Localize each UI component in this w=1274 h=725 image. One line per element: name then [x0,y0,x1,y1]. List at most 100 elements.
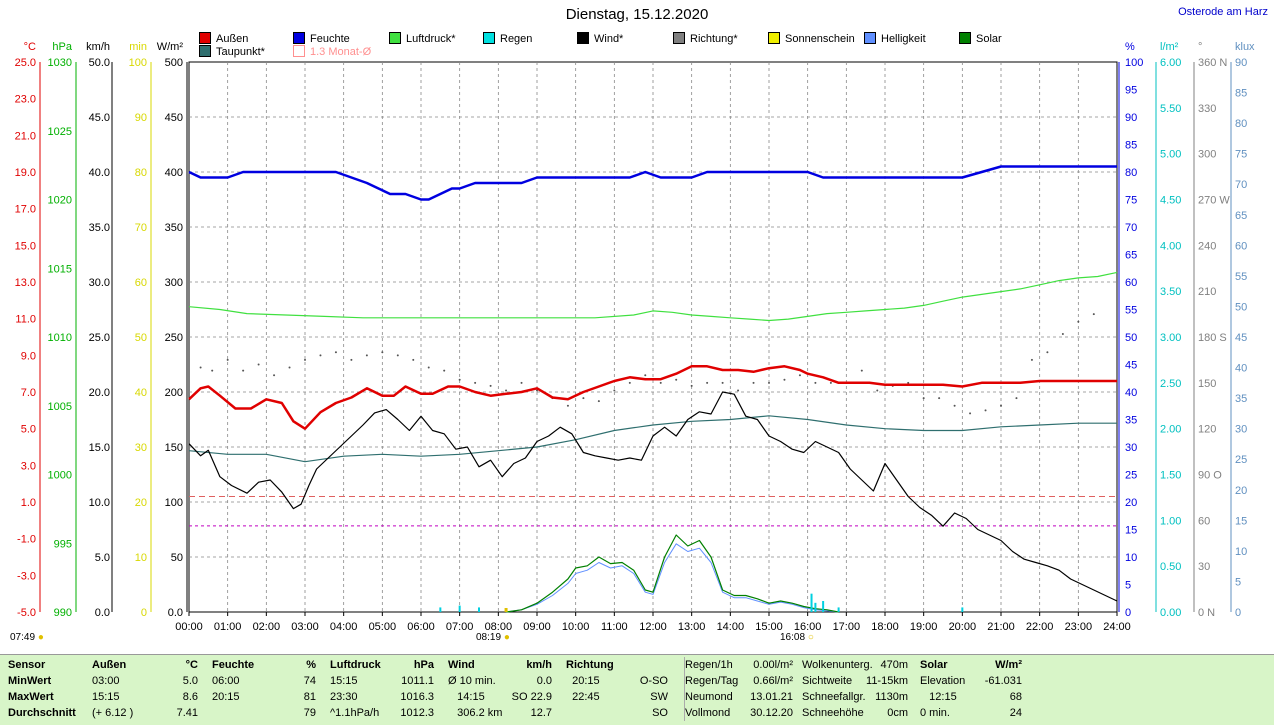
hpa-tick-label: 990 [54,607,72,619]
regen-1h-label: Regen/1h [685,659,733,671]
kmh-tick-label: 15.0 [89,442,110,454]
klux-tick-label: 25 [1235,454,1247,466]
pct-tick-label: 95 [1125,85,1137,97]
solar-avg-value: 24 [1009,707,1022,719]
wind-avg-value: 12.7 [530,707,552,719]
direction-dot [1046,351,1049,354]
direction-dot [922,397,925,400]
legend-swatch [864,32,876,44]
legend-swatch [959,32,971,44]
temp-tick-label: 15.0 [15,240,36,252]
temp-tick-label: 3.0 [21,460,36,472]
regen-tag-label: Regen/Tag [685,675,739,687]
x-tick-label: 03:00 [291,621,319,633]
legend-swatch [483,32,495,44]
direction-dot [273,374,276,377]
direction-dot [211,369,214,372]
pct-tick-label: 100 [1125,57,1143,69]
pct-tick-label: 0 [1125,607,1131,619]
location-link[interactable]: Osterode am Harz [1178,6,1268,18]
solar-unit: W/m² [995,659,1022,671]
x-tick-label: 01:00 [214,621,242,633]
legend-label: Solar [976,33,1002,45]
temp-tick-label: -1.0 [17,534,36,546]
stats-footer: Sensor MinWert MaxWert Durchschnitt Auße… [0,654,1274,725]
direction-dot [938,397,941,400]
temp-tick-label: 11.0 [15,314,36,326]
richtung-header: Richtung [566,659,614,671]
direction-dot [350,358,353,361]
x-tick-label: 24:00 [1103,621,1131,633]
kmh-tick-label: 35.0 [89,222,110,234]
direction-dot [876,389,879,392]
wm2-tick-label: 350 [165,222,183,234]
kmh-tick-label: 10.0 [89,497,110,509]
legend-item: Richtung* [673,32,738,45]
richtung-max-value: SW [650,691,668,703]
legend-label: 1.3 Monat-Ø [310,46,372,58]
lm2-tick-label: 6.00 [1160,57,1181,69]
deg-tick-label: 210 [1198,286,1216,298]
kmh-tick-label: 50.0 [89,57,110,69]
wm2-tick-label: 100 [165,497,183,509]
temp-tick-label: 21.0 [15,130,36,142]
x-tick-label: 21:00 [987,621,1015,633]
series-feuchte-line [188,165,1117,201]
direction-dot [829,381,832,384]
sichtweite-value: 11-15km [866,675,908,687]
deg-axis-title: ° [1198,41,1202,53]
pct-tick-label: 75 [1125,195,1137,207]
x-tick-label: 08:00 [485,621,513,633]
temp-tick-label: 25.0 [15,57,36,69]
lm2-tick-label: 3.00 [1160,332,1181,344]
hpa-tick-label: 1010 [48,332,72,344]
luftdruck-avg-value: 1012.3 [400,707,434,719]
elevation-value: -61.031 [984,675,1022,687]
direction-dot [396,354,399,357]
direction-dot [199,366,202,369]
footer-luftdruck-col: Luftdruck hPa 15:15 1011.1 23:30 1016.3 ^1.… [330,657,436,721]
wind-max-dir: SO [511,691,528,703]
deg-tick-label: 180 S [1198,332,1227,344]
klux-tick-label: 5 [1235,576,1241,588]
schneehoehe-label: Schneehöhe [802,707,864,719]
pct-tick-label: 85 [1125,140,1137,152]
legend-item: Sonnenschein [768,32,855,45]
footer-wind-col: Wind km/h Ø 10 min. 0.0 14:15 SO 22.9 306.2… [448,657,554,721]
legend-item: Regen [483,32,532,45]
direction-dot [907,381,910,384]
feuchte-unit: % [306,659,316,671]
neumond-value: 13.01.21 [750,691,793,703]
sunset-label: 16:08 ○ [780,632,814,643]
min-tick-label: 40 [135,387,147,399]
wind-min-note: Ø 10 min. [448,675,496,687]
pct-tick-label: 25 [1125,470,1137,482]
pct-tick-label: 40 [1125,387,1137,399]
wm2-tick-label: 50 [171,552,183,564]
series-taupunkt-line [188,415,1117,463]
klux-tick-label: 60 [1235,240,1247,252]
pct-tick-label: 45 [1125,360,1137,372]
wm2-tick-label: 450 [165,112,183,124]
direction-dot [489,384,492,387]
lm2-tick-label: 0.50 [1160,561,1181,573]
pct-tick-label: 80 [1125,167,1137,179]
deg-tick-label: 300 [1198,149,1216,161]
wm2-axis-title: W/m² [157,41,184,53]
series-auen-line [188,365,1117,430]
lm2-tick-label: 2.50 [1160,378,1181,390]
min-axis-title: min [129,41,147,53]
series-solar-line [506,534,839,613]
pct-tick-label: 65 [1125,250,1137,262]
legend-swatch [199,32,211,44]
x-tick-label: 12:00 [639,621,667,633]
kmh-tick-label: 20.0 [89,387,110,399]
lm2-tick-label: 2.00 [1160,424,1181,436]
vollmond-value: 30.12.20 [750,707,793,719]
richtung-min-time: 20:15 [572,675,600,687]
solar-max-time: 12:15 [929,691,957,703]
schneefallgr-label: Schneefallgr. [802,691,866,703]
vollmond-label: Vollmond [685,707,731,719]
legend-swatch [389,32,401,44]
lm2-tick-label: 1.50 [1160,470,1181,482]
